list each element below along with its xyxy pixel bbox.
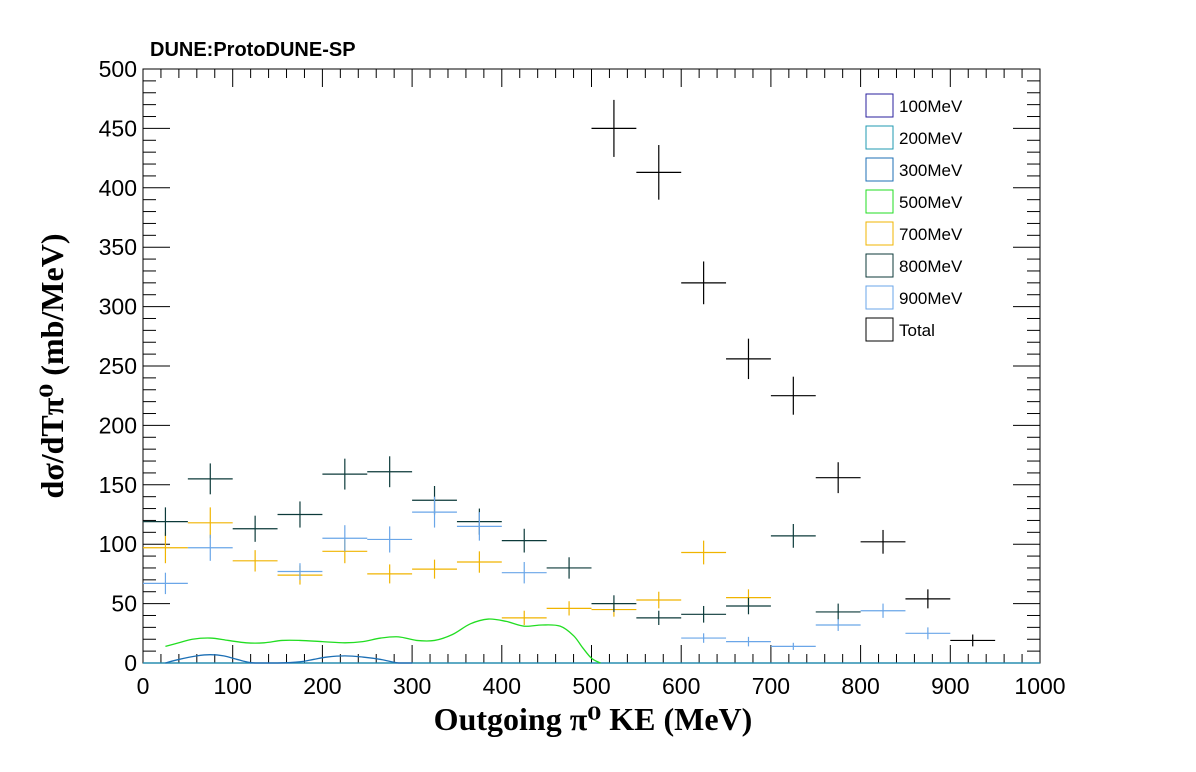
- y-tick-label: 100: [99, 531, 137, 557]
- y-tick-label: 150: [99, 472, 137, 498]
- legend-label-total: Total: [899, 321, 935, 340]
- data-point-700mev: [187, 507, 233, 539]
- x-tick-label: 600: [662, 673, 700, 699]
- legend-swatch-700mev: [865, 221, 894, 246]
- y-tick-label: 350: [99, 234, 137, 260]
- legend-label-500mev: 500MeV: [899, 193, 963, 212]
- x-tick-label: 900: [931, 673, 969, 699]
- data-point-900mev: [770, 642, 816, 650]
- data-point-800mev: [187, 463, 233, 495]
- data-point-900mev: [143, 572, 188, 595]
- data-point-700mev: [232, 550, 278, 572]
- y-tick-label: 500: [99, 56, 137, 82]
- data-point-total: [726, 338, 771, 380]
- series-curve-500mev: [165, 618, 601, 664]
- x-tick-label: 400: [483, 673, 521, 699]
- legend-swatch-total: [865, 317, 894, 342]
- data-point-700mev: [143, 532, 188, 564]
- y-tick-label: 450: [99, 115, 137, 141]
- data-point-total: [636, 145, 682, 200]
- x-axis-title: Outgoing π⁰ KE (MeV): [434, 701, 753, 737]
- data-point-800mev: [681, 605, 727, 623]
- x-tick-label: 800: [841, 673, 879, 699]
- data-point-800mev: [232, 515, 278, 542]
- x-tick-label: 0: [137, 673, 150, 699]
- data-point-800mev: [546, 557, 592, 579]
- x-tick-label: 200: [303, 673, 341, 699]
- data-point-900mev: [905, 627, 951, 640]
- data-point-800mev: [322, 458, 368, 490]
- legend-label-700mev: 700MeV: [899, 225, 963, 244]
- legend: 100MeV 200MeV 300MeV 500MeV 700MeV 800MeV 900M…: [865, 93, 963, 342]
- x-tick-label: 300: [393, 673, 431, 699]
- data-point-700mev: [412, 559, 457, 579]
- data-point-900mev: [815, 619, 861, 631]
- data-point-700mev: [456, 551, 502, 573]
- data-point-900mev: [726, 636, 771, 647]
- legend-label-100mev: 100MeV: [899, 97, 963, 116]
- y-axis-title: dσ/dTπ⁰ (mb/MeV): [34, 234, 70, 499]
- data-point-900mev: [860, 603, 906, 618]
- legend-swatch-200mev: [865, 125, 894, 150]
- data-point-800mev: [367, 456, 413, 488]
- legend-label-200mev: 200MeV: [899, 129, 963, 148]
- legend-swatch-300mev: [865, 157, 894, 182]
- legend-swatch-500mev: [865, 189, 894, 214]
- data-point-800mev: [591, 595, 637, 612]
- data-point-total: [591, 99, 637, 157]
- y-tick-label: 400: [99, 175, 137, 201]
- data-point-900mev: [501, 562, 547, 584]
- legend-label-800mev: 800MeV: [899, 257, 963, 276]
- x-tick-label: 1000: [1014, 673, 1065, 699]
- data-point-800mev: [501, 528, 547, 553]
- data-point-700mev: [501, 610, 547, 625]
- data-point-700mev: [546, 601, 592, 616]
- legend-swatch-900mev: [865, 285, 894, 310]
- data-point-700mev: [681, 540, 727, 565]
- data-point-total: [860, 529, 906, 554]
- data-point-900mev: [187, 534, 233, 561]
- data-point-800mev: [815, 603, 861, 621]
- data-point-800mev: [726, 597, 771, 615]
- legend-label-900mev: 900MeV: [899, 289, 963, 308]
- data-point-800mev: [636, 610, 682, 625]
- series-curve-300mev: [165, 654, 413, 664]
- data-point-900mev: [277, 563, 323, 580]
- chart-title: DUNE:ProtoDUNE-SP: [150, 39, 356, 61]
- x-tick-label: 700: [752, 673, 790, 699]
- y-tick-label: 250: [99, 353, 137, 379]
- x-tick-label: 100: [214, 673, 252, 699]
- data-point-total: [905, 589, 951, 609]
- y-tick-label: 50: [111, 591, 137, 617]
- data-point-900mev: [322, 525, 368, 552]
- data-point-800mev: [770, 524, 816, 548]
- y-tick-label: 200: [99, 412, 137, 438]
- data-point-800mev: [277, 501, 323, 528]
- data-point-total: [815, 462, 861, 494]
- data-point-total: [681, 261, 727, 305]
- data-point-900mev: [412, 496, 457, 528]
- data-point-total: [950, 634, 996, 647]
- data-point-900mev: [456, 512, 502, 541]
- data-point-800mev: [143, 507, 188, 536]
- data-point-total: [770, 376, 816, 415]
- plot-area: 0 100 200 300 400 500 600 700 800 900 1000 0 50 100 15…: [99, 56, 1066, 699]
- data-point-700mev: [636, 591, 682, 609]
- data-point-900mev: [681, 633, 727, 643]
- x-tick-label: 500: [572, 673, 610, 699]
- legend-label-300mev: 300MeV: [899, 161, 963, 180]
- legend-swatch-800mev: [865, 253, 894, 278]
- data-point-900mev: [367, 526, 413, 553]
- legend-swatch-100mev: [865, 93, 894, 118]
- data-point-700mev: [367, 564, 413, 584]
- y-tick-label: 300: [99, 294, 137, 320]
- y-tick-label: 0: [124, 650, 137, 676]
